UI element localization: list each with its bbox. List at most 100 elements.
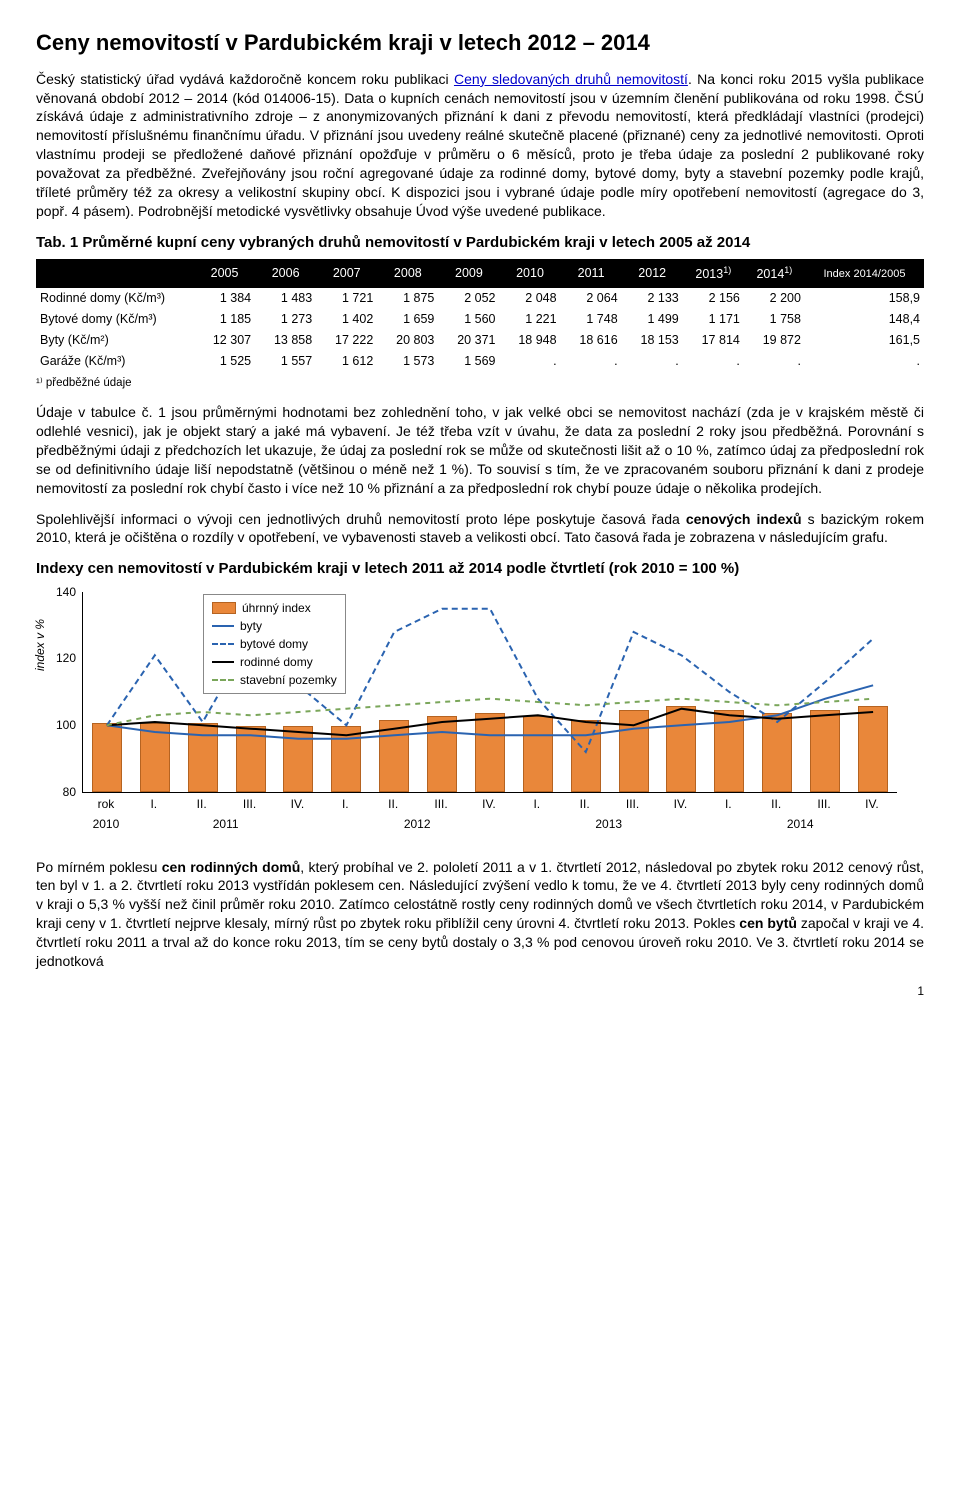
cell: 1 185 (194, 309, 255, 330)
x-year-label: 2011 (130, 816, 322, 832)
x-tick: III. (417, 796, 465, 812)
cell: 17 814 (683, 330, 744, 351)
col-2006: 2006 (255, 259, 316, 288)
y-tick: 100 (36, 717, 76, 733)
cell: 1 499 (622, 309, 683, 330)
cell: 2 133 (622, 288, 683, 309)
legend-byty: byty (240, 617, 262, 635)
cell: 13 858 (255, 330, 316, 351)
y-tick: 80 (36, 784, 76, 800)
cell: 2 200 (744, 288, 805, 309)
cell: 20 371 (438, 330, 499, 351)
cell: . (561, 351, 622, 372)
col-2010: 2010 (499, 259, 560, 288)
x-tick: III. (226, 796, 274, 812)
cell: . (744, 351, 805, 372)
cell: 1 875 (377, 288, 438, 309)
table-row: Rodinné domy (Kč/m³)1 3841 4831 7211 875… (36, 288, 924, 309)
cell: 1 721 (316, 288, 377, 309)
table-title: Tab. 1 Průměrné kupní ceny vybraných dru… (36, 233, 924, 253)
cell: 1 402 (316, 309, 377, 330)
x-tick: I. (130, 796, 178, 812)
col-2009: 2009 (438, 259, 499, 288)
chart-legend: úhrnný index byty bytové domy rodinné do… (203, 594, 346, 694)
paragraph-4: Po mírném poklesu cen rodinných domů, kt… (36, 858, 924, 971)
cell: 20 803 (377, 330, 438, 351)
publication-link[interactable]: Ceny sledovaných druhů nemovitostí (454, 71, 688, 87)
x-tick: I. (704, 796, 752, 812)
x-year-label: 2014 (704, 816, 896, 832)
table-row: Garáže (Kč/m³)1 5251 5571 6121 5731 569.… (36, 351, 924, 372)
cell: 1 273 (255, 309, 316, 330)
cell: 1 612 (316, 351, 377, 372)
paragraph-3: Spolehlivější informaci o vývoji cen jed… (36, 510, 924, 548)
col-2008: 2008 (377, 259, 438, 288)
cell: 1 483 (255, 288, 316, 309)
cell: 18 153 (622, 330, 683, 351)
x-tick: rok (82, 796, 130, 812)
row-label: Bytové domy (Kč/m³) (36, 309, 194, 330)
cell: 1 525 (194, 351, 255, 372)
row-label: Garáže (Kč/m³) (36, 351, 194, 372)
legend-swatch-line (212, 625, 234, 627)
cell: 18 948 (499, 330, 560, 351)
row-label: Byty (Kč/m²) (36, 330, 194, 351)
cell: 2 048 (499, 288, 560, 309)
x-tick: II. (178, 796, 226, 812)
price-table: 2005 2006 2007 2008 2009 2010 2011 2012 … (36, 259, 924, 372)
x-tick: I. (321, 796, 369, 812)
col-2007: 2007 (316, 259, 377, 288)
legend-swatch-line (212, 679, 234, 681)
cell: 19 872 (744, 330, 805, 351)
series-line-rodinne_domy (107, 708, 873, 735)
col-2005: 2005 (194, 259, 255, 288)
x-tick: IV. (848, 796, 896, 812)
cell-index: 161,5 (805, 330, 924, 351)
table-row: Bytové domy (Kč/m³)1 1851 2731 4021 659 1… (36, 309, 924, 330)
legend-rodinne: rodinné domy (240, 653, 313, 671)
col-2011: 2011 (561, 259, 622, 288)
x-year-label: 2013 (513, 816, 705, 832)
row-label: Rodinné domy (Kč/m³) (36, 288, 194, 309)
table-corner (36, 259, 194, 288)
cell: 1 748 (561, 309, 622, 330)
legend-bytove: bytové domy (240, 635, 308, 653)
cell: 2 052 (438, 288, 499, 309)
chart: index v % 80100120140 úhrnný index byty … (36, 586, 916, 846)
cell: 1 573 (377, 351, 438, 372)
x-tick: IV. (465, 796, 513, 812)
cell-index: 148,4 (805, 309, 924, 330)
x-tick: I. (513, 796, 561, 812)
x-year-label: 2012 (321, 816, 513, 832)
intro-a: Český statistický úřad vydává každoročně… (36, 71, 454, 87)
paragraph-2: Údaje v tabulce č. 1 jsou průměrnými hod… (36, 403, 924, 497)
cell: 12 307 (194, 330, 255, 351)
legend-uhrnny: úhrnný index (242, 599, 311, 617)
intro-paragraph: Český statistický úřad vydává každoročně… (36, 70, 924, 221)
col-2014: 20141) (744, 259, 805, 288)
cell: 1 557 (255, 351, 316, 372)
legend-swatch-line (212, 643, 234, 645)
x-tick: II. (561, 796, 609, 812)
chart-plot: úhrnný index byty bytové domy rodinné do… (82, 592, 897, 793)
series-line-stavebni_pozemky (107, 698, 873, 725)
cell: 17 222 (316, 330, 377, 351)
x-tick: IV. (274, 796, 322, 812)
x-year-label: 2010 (82, 816, 130, 832)
y-tick: 140 (36, 584, 76, 600)
chart-title: Indexy cen nemovitostí v Pardubickém kra… (36, 559, 924, 579)
cell: 1 758 (744, 309, 805, 330)
cell: 1 171 (683, 309, 744, 330)
intro-b: . Na konci roku 2015 vyšla publikace věn… (36, 71, 924, 219)
col-index: Index 2014/2005 (805, 259, 924, 288)
x-tick: IV. (657, 796, 705, 812)
cell-index: . (805, 351, 924, 372)
x-tick: II. (752, 796, 800, 812)
cell: . (683, 351, 744, 372)
cell: 1 659 (377, 309, 438, 330)
cell: . (499, 351, 560, 372)
cell: 2 064 (561, 288, 622, 309)
cell: 1 384 (194, 288, 255, 309)
cell: 18 616 (561, 330, 622, 351)
legend-swatch-line (212, 661, 234, 663)
